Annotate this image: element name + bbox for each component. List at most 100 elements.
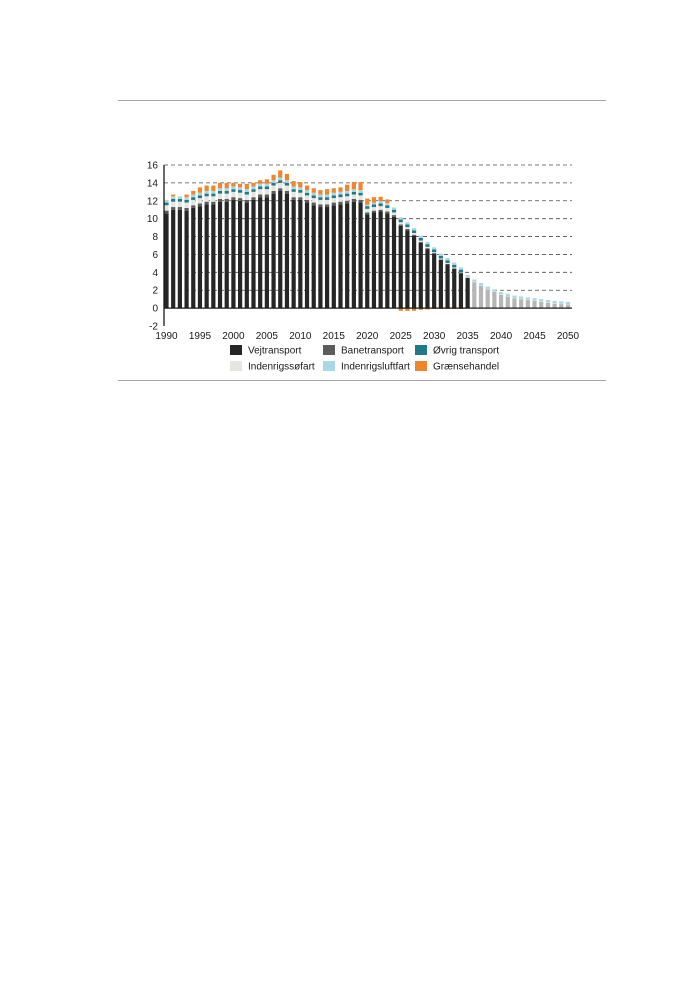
bar-luftfart-2000 <box>231 186 236 190</box>
bar-vej-1995 <box>197 206 203 309</box>
x-tick-label: 2015 <box>323 331 346 342</box>
bar-sofart-2012 <box>311 198 316 203</box>
bar-vej-1993 <box>184 210 189 309</box>
bar-vej-2011 <box>304 202 310 309</box>
bar-ovrig-2018 <box>351 191 356 195</box>
bar-sofart-2005 <box>264 189 269 195</box>
x-tick-label: 2040 <box>490 331 513 342</box>
bar-ovrig-2006 <box>271 182 276 186</box>
bar-graense-1996 <box>204 185 209 191</box>
bar-vej-2018 <box>351 201 356 309</box>
bar-bane-2031 <box>438 259 443 260</box>
bar-sofart-2004 <box>258 189 263 195</box>
bar-luftfart-2035 <box>465 275 470 278</box>
bar-luftfart-2024 <box>391 207 397 210</box>
bar-luftfart-2045 <box>532 298 537 301</box>
bar-sofart-1998 <box>217 193 223 199</box>
legend-swatch-bane <box>323 345 335 355</box>
bar-vej-2042 <box>512 298 517 309</box>
bar-luftfart-2034 <box>458 267 464 270</box>
bar-bane-2018 <box>351 198 356 202</box>
bar-ovrig-2016 <box>338 194 343 198</box>
bar-vej-2023 <box>385 213 390 309</box>
bar-luftfart-2047 <box>545 300 551 303</box>
bar-bane-2020 <box>365 212 370 215</box>
bar-ovrig-2005 <box>264 186 269 190</box>
bar-vej-2015 <box>331 205 336 309</box>
bar-luftfart-2044 <box>525 297 530 300</box>
bar-luftfart-2030 <box>432 247 437 250</box>
bar-bane-1999 <box>224 198 229 202</box>
bar-bane-1998 <box>217 198 223 202</box>
bar-graense-2026 <box>405 308 410 311</box>
bar-bane-2001 <box>238 198 243 201</box>
bar-luftfart-2020 <box>365 204 370 207</box>
bar-vej-2047 <box>545 302 551 309</box>
bar-sofart-2044 <box>525 299 530 301</box>
bar-graense-2010 <box>298 181 303 188</box>
bar-sofart-1997 <box>211 196 216 202</box>
bar-luftfart-2019 <box>358 190 363 193</box>
bar-vej-2002 <box>244 202 249 309</box>
bar-bane-2009 <box>291 197 296 200</box>
bar-vej-2024 <box>391 216 397 309</box>
bar-vej-2040 <box>498 294 504 309</box>
bar-sofart-2039 <box>492 291 497 293</box>
bar-ovrig-2034 <box>458 269 464 273</box>
bar-vej-1992 <box>177 209 182 309</box>
x-tick-label: 2000 <box>222 331 245 342</box>
y-tick-label: 8 <box>152 232 158 243</box>
bar-graense-2002 <box>244 183 249 190</box>
bar-bane-2016 <box>338 201 343 205</box>
bar-luftfart-2006 <box>271 180 276 183</box>
bar-graense-2022 <box>378 196 383 202</box>
bar-luftfart-2039 <box>492 289 497 292</box>
bar-sofart-2025 <box>398 222 403 225</box>
bar-luftfart-1990 <box>164 199 169 203</box>
bar-bane-1990 <box>164 210 169 214</box>
legend-swatch-graense <box>415 361 427 371</box>
legend-label-luftfart: Indenrigsluftfart <box>341 362 410 373</box>
bar-vej-2000 <box>231 199 236 309</box>
bar-vej-2009 <box>291 199 296 309</box>
bar-bane-1997 <box>211 201 216 205</box>
bar-sofart-2009 <box>291 191 296 198</box>
bar-ovrig-2012 <box>311 195 316 199</box>
bar-ovrig-2022 <box>378 203 383 207</box>
bar-ovrig-2026 <box>405 224 410 228</box>
legend-label-sofart: Indenrigssøfart <box>248 362 315 373</box>
bar-luftfart-2040 <box>498 292 504 295</box>
bar-graense-2014 <box>325 189 330 195</box>
bar-bane-2032 <box>445 263 450 265</box>
bar-sofart-2046 <box>539 301 544 302</box>
bar-ovrig-2020 <box>365 206 370 209</box>
bar-vej-2044 <box>525 300 530 309</box>
bar-luftfart-2009 <box>291 186 296 190</box>
bar-sofart-2000 <box>231 191 236 198</box>
bar-luftfart-2023 <box>385 203 390 206</box>
bar-sofart-2028 <box>418 240 423 242</box>
y-tick-label: 6 <box>152 250 158 261</box>
bar-ovrig-1990 <box>164 202 169 206</box>
bar-sofart-1992 <box>177 201 182 208</box>
bar-bane-2012 <box>311 202 316 206</box>
legend-label-vej: Vejtransport <box>248 346 302 357</box>
y-tick-label: 2 <box>152 286 158 297</box>
bar-graense-1999 <box>224 182 229 189</box>
y-tick-label: 12 <box>147 196 159 207</box>
bar-vej-2003 <box>251 199 256 309</box>
legend-swatch-vej <box>230 345 242 355</box>
bar-vej-2029 <box>425 249 430 309</box>
bar-graense-2019 <box>358 181 363 191</box>
bar-sofart-2018 <box>351 194 356 199</box>
bar-vej-2046 <box>539 301 544 309</box>
bar-ovrig-2017 <box>345 193 350 197</box>
bar-sofart-1996 <box>204 196 209 202</box>
bar-ovrig-1993 <box>184 199 189 203</box>
bar-graense-2001 <box>238 183 243 188</box>
bar-sofart-2049 <box>559 303 564 305</box>
y-tick-label: 4 <box>152 268 158 279</box>
bar-stacks <box>164 170 571 311</box>
bar-vej-2001 <box>238 200 243 309</box>
bar-sofart-2032 <box>445 262 450 264</box>
